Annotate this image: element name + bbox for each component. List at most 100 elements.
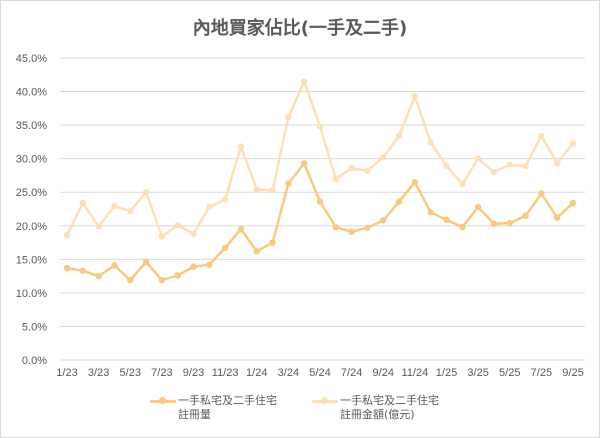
data-point (553, 160, 561, 167)
x-tick-label: 11/24 (402, 367, 429, 379)
y-tick-label: 15.0% (16, 254, 47, 266)
data-point (237, 143, 245, 150)
data-point (269, 239, 276, 246)
data-point (79, 199, 87, 207)
x-tick-label: 5/23 (120, 367, 141, 379)
data-point (206, 261, 213, 268)
data-point (237, 225, 245, 233)
data-point (474, 155, 482, 162)
data-point (332, 223, 340, 231)
data-point (553, 214, 561, 221)
data-point (111, 203, 118, 210)
data-point (221, 196, 229, 203)
y-tick-label: 5.0% (22, 321, 47, 333)
data-point (63, 231, 71, 239)
legend-marker (159, 397, 166, 404)
data-point (380, 154, 387, 161)
x-tick-label: 11/23 (212, 367, 239, 379)
x-tick-label: 1/25 (436, 367, 457, 379)
series-line-0 (66, 162, 574, 282)
data-point (253, 248, 260, 255)
data-point (79, 267, 87, 274)
data-point (332, 175, 340, 182)
data-point (127, 276, 134, 284)
data-point (506, 219, 513, 227)
data-point (348, 228, 355, 236)
data-point (411, 93, 419, 100)
data-point (190, 263, 197, 270)
data-point (474, 203, 482, 211)
data-point (395, 132, 403, 140)
y-tick-label: 30.0% (16, 154, 47, 166)
data-point (522, 212, 529, 219)
x-tick-label: 9/24 (373, 367, 394, 379)
legend-label-line2: 註冊量 (178, 408, 211, 421)
data-point (142, 258, 150, 266)
data-point (142, 189, 150, 196)
data-point (380, 217, 387, 224)
data-point (111, 262, 118, 269)
data-point (569, 140, 577, 147)
x-tick-label: 9/25 (562, 367, 583, 379)
legend-item-volume[interactable]: 一手私宅及二手住宅 註冊量 (150, 394, 277, 422)
data-point (459, 223, 466, 231)
x-tick-label: 3/24 (278, 367, 299, 379)
data-point (316, 123, 324, 130)
x-tick-label: 1/24 (246, 367, 267, 379)
legend-label-line1: 一手私宅及二手住宅 (340, 394, 439, 407)
data-point (364, 224, 371, 231)
x-tick-label: 5/25 (499, 367, 520, 379)
y-tick-label: 45.0% (16, 53, 47, 65)
x-tick-label: 5/24 (309, 367, 330, 379)
y-tick-label: 10.0% (16, 288, 47, 300)
legend-label-line1: 一手私宅及二手住宅 (178, 394, 277, 407)
chart-title: 內地買家佔比(一手及二手) (192, 18, 408, 39)
x-tick-label: 9/23 (183, 367, 204, 379)
x-tick-label: 7/25 (531, 367, 552, 379)
data-point (269, 187, 276, 194)
data-point (569, 199, 577, 207)
data-point (427, 209, 434, 216)
data-point (316, 198, 324, 205)
legend-marker (321, 397, 328, 404)
y-tick-label: 20.0% (16, 221, 47, 233)
x-tick-label: 3/23 (88, 367, 109, 379)
y-tick-label: 0.0% (22, 355, 47, 367)
x-tick-label: 7/23 (151, 367, 172, 379)
data-point (443, 162, 450, 170)
data-point (395, 198, 403, 205)
data-point (285, 113, 292, 121)
data-point (459, 180, 466, 188)
legend-label-line2: 註冊金額(億元) (340, 408, 415, 421)
data-point (190, 230, 197, 238)
data-point (253, 186, 260, 193)
data-point (285, 180, 292, 187)
data-point (506, 161, 513, 168)
data-point (300, 78, 308, 85)
data-point (300, 160, 308, 167)
legend-item-amount[interactable]: 一手私宅及二手住宅 註冊金額(億元) (312, 394, 439, 422)
y-tick-label: 25.0% (16, 187, 47, 199)
data-point (206, 203, 213, 211)
data-point (364, 167, 371, 174)
y-tick-label: 35.0% (16, 120, 47, 132)
data-point (221, 244, 229, 252)
data-point (63, 264, 71, 272)
x-tick-label: 3/25 (467, 367, 488, 379)
data-point (174, 272, 181, 279)
data-point (95, 272, 102, 280)
data-point (127, 207, 134, 215)
x-tick-label: 1/23 (56, 367, 77, 379)
data-point (158, 233, 166, 240)
data-point (443, 216, 450, 223)
data-point (95, 223, 102, 230)
data-point (348, 164, 355, 172)
data-point (490, 168, 498, 176)
data-point (411, 178, 419, 186)
data-point (490, 220, 498, 227)
data-point (538, 190, 545, 197)
y-tick-label: 40.0% (16, 87, 47, 99)
data-point (522, 162, 529, 170)
data-point (158, 276, 166, 284)
